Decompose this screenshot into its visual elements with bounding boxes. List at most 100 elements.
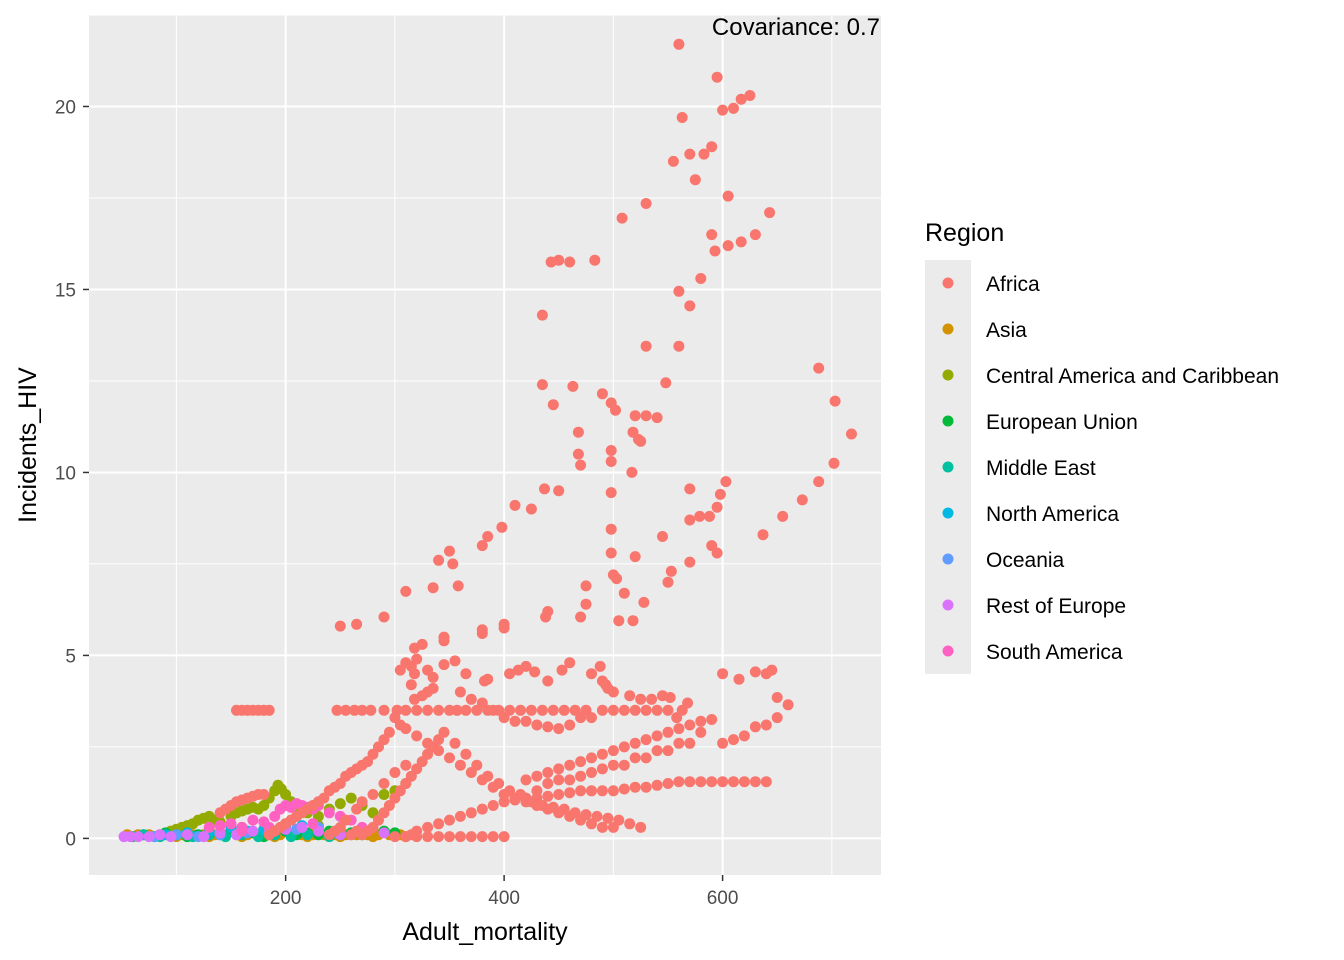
data-point: [520, 660, 532, 672]
legend-label: Asia: [986, 319, 1027, 342]
data-point: [711, 547, 723, 559]
data-point: [536, 704, 548, 716]
data-point: [635, 693, 647, 705]
data-point: [540, 611, 552, 623]
data-point: [334, 620, 346, 632]
data-point: [547, 801, 559, 813]
data-point: [738, 776, 750, 788]
data-point: [605, 456, 617, 467]
data-point: [605, 445, 617, 456]
data-point: [828, 457, 840, 469]
data-point: [258, 789, 270, 800]
data-point: [651, 412, 663, 424]
data-point: [411, 704, 423, 716]
data-point: [629, 781, 641, 793]
data-point: [665, 565, 677, 577]
data-point: [676, 112, 688, 123]
data-point: [553, 774, 565, 786]
data-point: [662, 726, 674, 738]
data-point: [698, 148, 710, 160]
data-point: [616, 212, 628, 224]
data-point: [165, 831, 177, 843]
x-axis-title: Adult_mortality: [402, 918, 568, 946]
data-point: [531, 770, 543, 782]
legend-items: Africa Asia Central America and Caribbean E…: [942, 273, 1279, 664]
data-point: [498, 831, 510, 843]
data-point: [482, 531, 494, 542]
data-point: [607, 704, 619, 716]
data-point: [635, 435, 647, 447]
data-point: [596, 821, 608, 833]
data-point: [465, 807, 477, 819]
data-point: [427, 671, 439, 683]
data-point: [263, 704, 275, 716]
data-point: [591, 810, 603, 822]
data-point: [564, 787, 576, 799]
data-point: [504, 668, 516, 680]
data-point: [777, 510, 789, 522]
data-point: [154, 829, 166, 841]
data-point: [704, 510, 715, 522]
data-point: [673, 776, 685, 788]
data-point: [640, 340, 652, 352]
data-point: [572, 448, 584, 460]
data-point: [214, 820, 226, 832]
legend-key: [942, 323, 954, 335]
data-point: [542, 675, 554, 687]
data-point: [626, 466, 638, 478]
data-point: [618, 587, 630, 599]
data-point: [247, 814, 259, 826]
data-point: [651, 730, 663, 742]
data-point: [760, 719, 772, 731]
data-point: [717, 776, 729, 788]
data-point: [451, 704, 463, 716]
data-point: [394, 664, 406, 676]
data-point: [651, 704, 663, 716]
data-point: [378, 789, 390, 800]
data-point: [323, 807, 335, 819]
data-point: [575, 459, 587, 471]
y-tick-label: 15: [55, 280, 76, 301]
data-point: [706, 141, 718, 153]
data-point: [640, 752, 652, 764]
axis-ticks: [83, 105, 724, 881]
data-point: [766, 664, 778, 676]
y-axis-title: Incidents_HIV: [14, 367, 42, 523]
data-point: [496, 521, 508, 533]
data-point: [684, 737, 696, 749]
data-point: [545, 256, 557, 268]
data-point: [482, 704, 494, 716]
data-point: [454, 810, 466, 822]
data-point: [558, 704, 570, 716]
data-point: [400, 704, 412, 716]
data-point: [689, 174, 701, 186]
data-point: [695, 776, 707, 788]
data-point: [465, 831, 477, 843]
data-point: [553, 763, 565, 775]
data-point: [198, 831, 210, 843]
data-point: [640, 781, 652, 793]
data-point: [307, 818, 319, 830]
data-point: [651, 779, 663, 791]
data-point: [738, 730, 750, 742]
data-point: [575, 785, 587, 797]
data-point: [452, 580, 464, 592]
legend-label: South America: [986, 641, 1123, 664]
data-point: [351, 618, 363, 630]
data-point: [536, 309, 548, 321]
data-point: [553, 789, 565, 800]
data-point: [596, 748, 608, 760]
data-point: [572, 426, 584, 438]
legend-key: [942, 599, 954, 611]
data-point: [569, 704, 581, 716]
legend-key: [942, 277, 954, 289]
data-point: [629, 737, 641, 749]
data-point: [449, 737, 461, 749]
y-tick-label: 10: [55, 463, 76, 484]
legend-key: [942, 369, 954, 381]
data-point: [378, 778, 390, 789]
data-point: [618, 741, 630, 753]
data-point: [296, 821, 308, 833]
data-point: [214, 807, 226, 819]
